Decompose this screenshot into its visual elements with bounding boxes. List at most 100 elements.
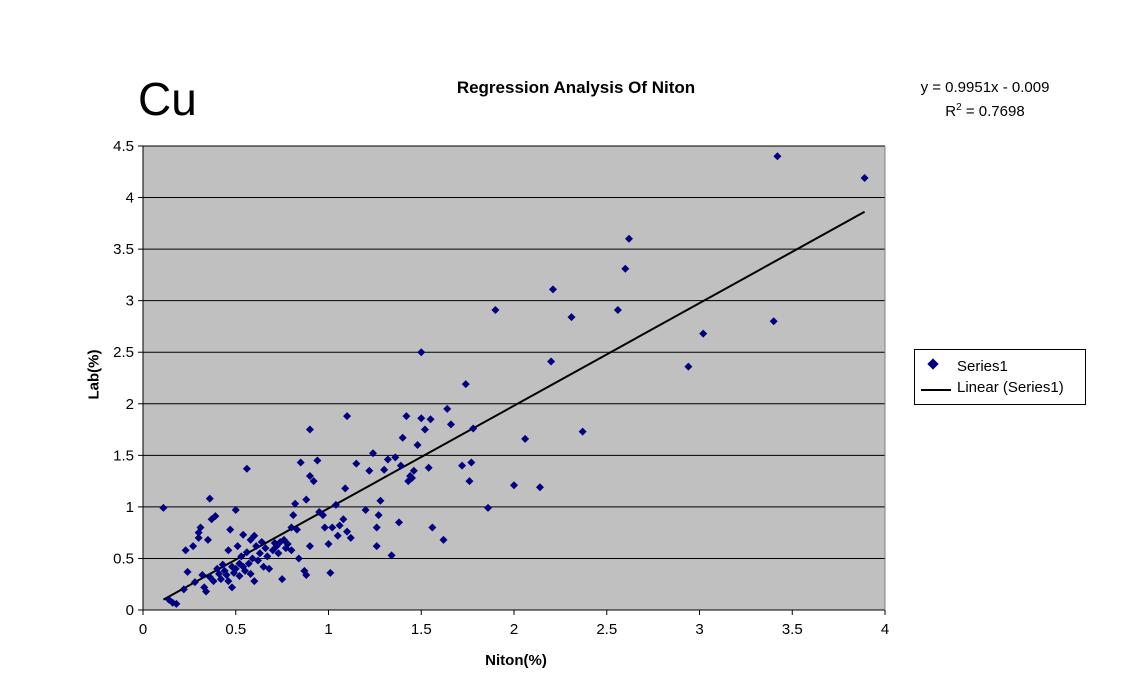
data-point — [257, 537, 266, 546]
data-point — [372, 542, 381, 551]
data-point — [396, 461, 405, 470]
data-point — [241, 566, 250, 575]
y-tick-label: 3.5 — [113, 241, 134, 258]
data-point — [261, 544, 270, 553]
data-point — [394, 518, 403, 527]
data-point — [443, 404, 452, 413]
data-point — [387, 551, 396, 560]
y-tick-label: 4.5 — [113, 138, 134, 155]
data-point — [376, 496, 385, 505]
data-point — [391, 453, 400, 462]
data-point — [233, 542, 242, 551]
data-point — [361, 505, 370, 514]
data-point — [179, 585, 188, 594]
data-point — [287, 546, 296, 555]
y-tick-label: 2.5 — [113, 344, 134, 361]
data-point — [341, 484, 350, 493]
data-point — [428, 523, 437, 532]
data-point — [335, 521, 344, 530]
data-point — [402, 412, 411, 421]
data-point — [409, 466, 418, 475]
data-point — [318, 511, 327, 520]
data-point — [224, 577, 233, 586]
x-tick-label: 0.5 — [225, 621, 246, 638]
data-point — [172, 599, 181, 608]
data-point — [313, 456, 322, 465]
data-point — [242, 548, 251, 557]
data-point — [424, 463, 433, 472]
data-point — [302, 570, 311, 579]
data-point — [417, 348, 426, 357]
data-point — [439, 535, 448, 544]
data-point — [567, 313, 576, 322]
data-point — [218, 560, 227, 569]
data-point — [369, 449, 378, 458]
trendline — [162, 210, 866, 601]
data-point — [510, 481, 518, 490]
data-point — [547, 357, 556, 366]
x-axis-title: Niton(%) — [485, 652, 547, 669]
x-tick-label: 1 — [324, 621, 332, 638]
data-point — [231, 505, 240, 514]
tick-labels: 0 0.5 1 1.5 2 2.5 3 3.5 4 4.5 0 0.5 1 1.5 2 2.5 3 3.5 4 — [113, 138, 889, 638]
data-point — [699, 329, 708, 338]
data-point — [407, 474, 416, 483]
data-point — [613, 305, 622, 314]
trendline-layer — [162, 210, 866, 601]
plot-area — [143, 146, 885, 610]
legend-entry-linear: Linear (Series1) — [915, 379, 1085, 399]
x-tick-label: 3.5 — [782, 621, 803, 638]
data-point — [684, 362, 693, 371]
y-tick-label: 1 — [126, 499, 134, 516]
data-point — [328, 523, 337, 532]
data-point — [190, 578, 199, 587]
r2-value: = 0.7698 — [961, 103, 1025, 120]
data-point — [372, 523, 381, 532]
data-point — [254, 556, 263, 565]
data-point — [420, 425, 429, 434]
y-tick-label: 0.5 — [113, 550, 134, 567]
r-squared: R2 = 0.7698 — [890, 98, 1080, 122]
data-point — [196, 523, 205, 532]
data-point — [181, 546, 190, 555]
data-point — [467, 458, 476, 467]
data-point — [621, 264, 630, 273]
data-point — [302, 495, 311, 504]
data-point — [374, 511, 383, 520]
data-point — [413, 441, 422, 450]
data-point — [343, 412, 352, 421]
data-points — [159, 152, 869, 608]
data-point — [352, 459, 361, 468]
data-point — [194, 533, 203, 542]
diamond-marker-icon — [927, 358, 939, 370]
data-point — [324, 540, 333, 549]
data-point — [228, 583, 237, 592]
data-point — [222, 570, 231, 579]
data-point — [265, 564, 274, 573]
data-point — [365, 466, 374, 475]
data-point — [380, 465, 389, 474]
data-point — [305, 471, 314, 480]
data-point — [578, 427, 587, 436]
data-point — [205, 494, 214, 503]
data-point — [224, 546, 233, 555]
data-point — [326, 568, 335, 577]
data-point — [461, 380, 470, 389]
y-tick-label: 2 — [126, 396, 134, 413]
data-point — [294, 554, 303, 563]
data-point — [398, 433, 407, 442]
data-point — [244, 559, 253, 568]
y-tick-label: 1.5 — [113, 447, 134, 464]
data-point — [458, 461, 467, 470]
data-point — [289, 511, 298, 520]
r2-superscript: 2 — [956, 102, 962, 113]
data-point — [235, 571, 244, 580]
data-point — [383, 455, 392, 464]
data-point — [263, 552, 272, 561]
y-axis-title: Lab(%) — [85, 349, 103, 400]
data-point — [446, 420, 455, 429]
data-point — [465, 477, 474, 486]
data-point — [343, 527, 352, 536]
data-point — [625, 234, 634, 243]
